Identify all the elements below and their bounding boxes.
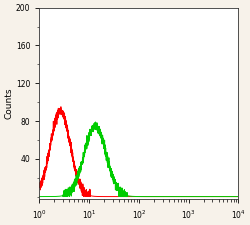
Y-axis label: Counts: Counts	[4, 88, 13, 119]
